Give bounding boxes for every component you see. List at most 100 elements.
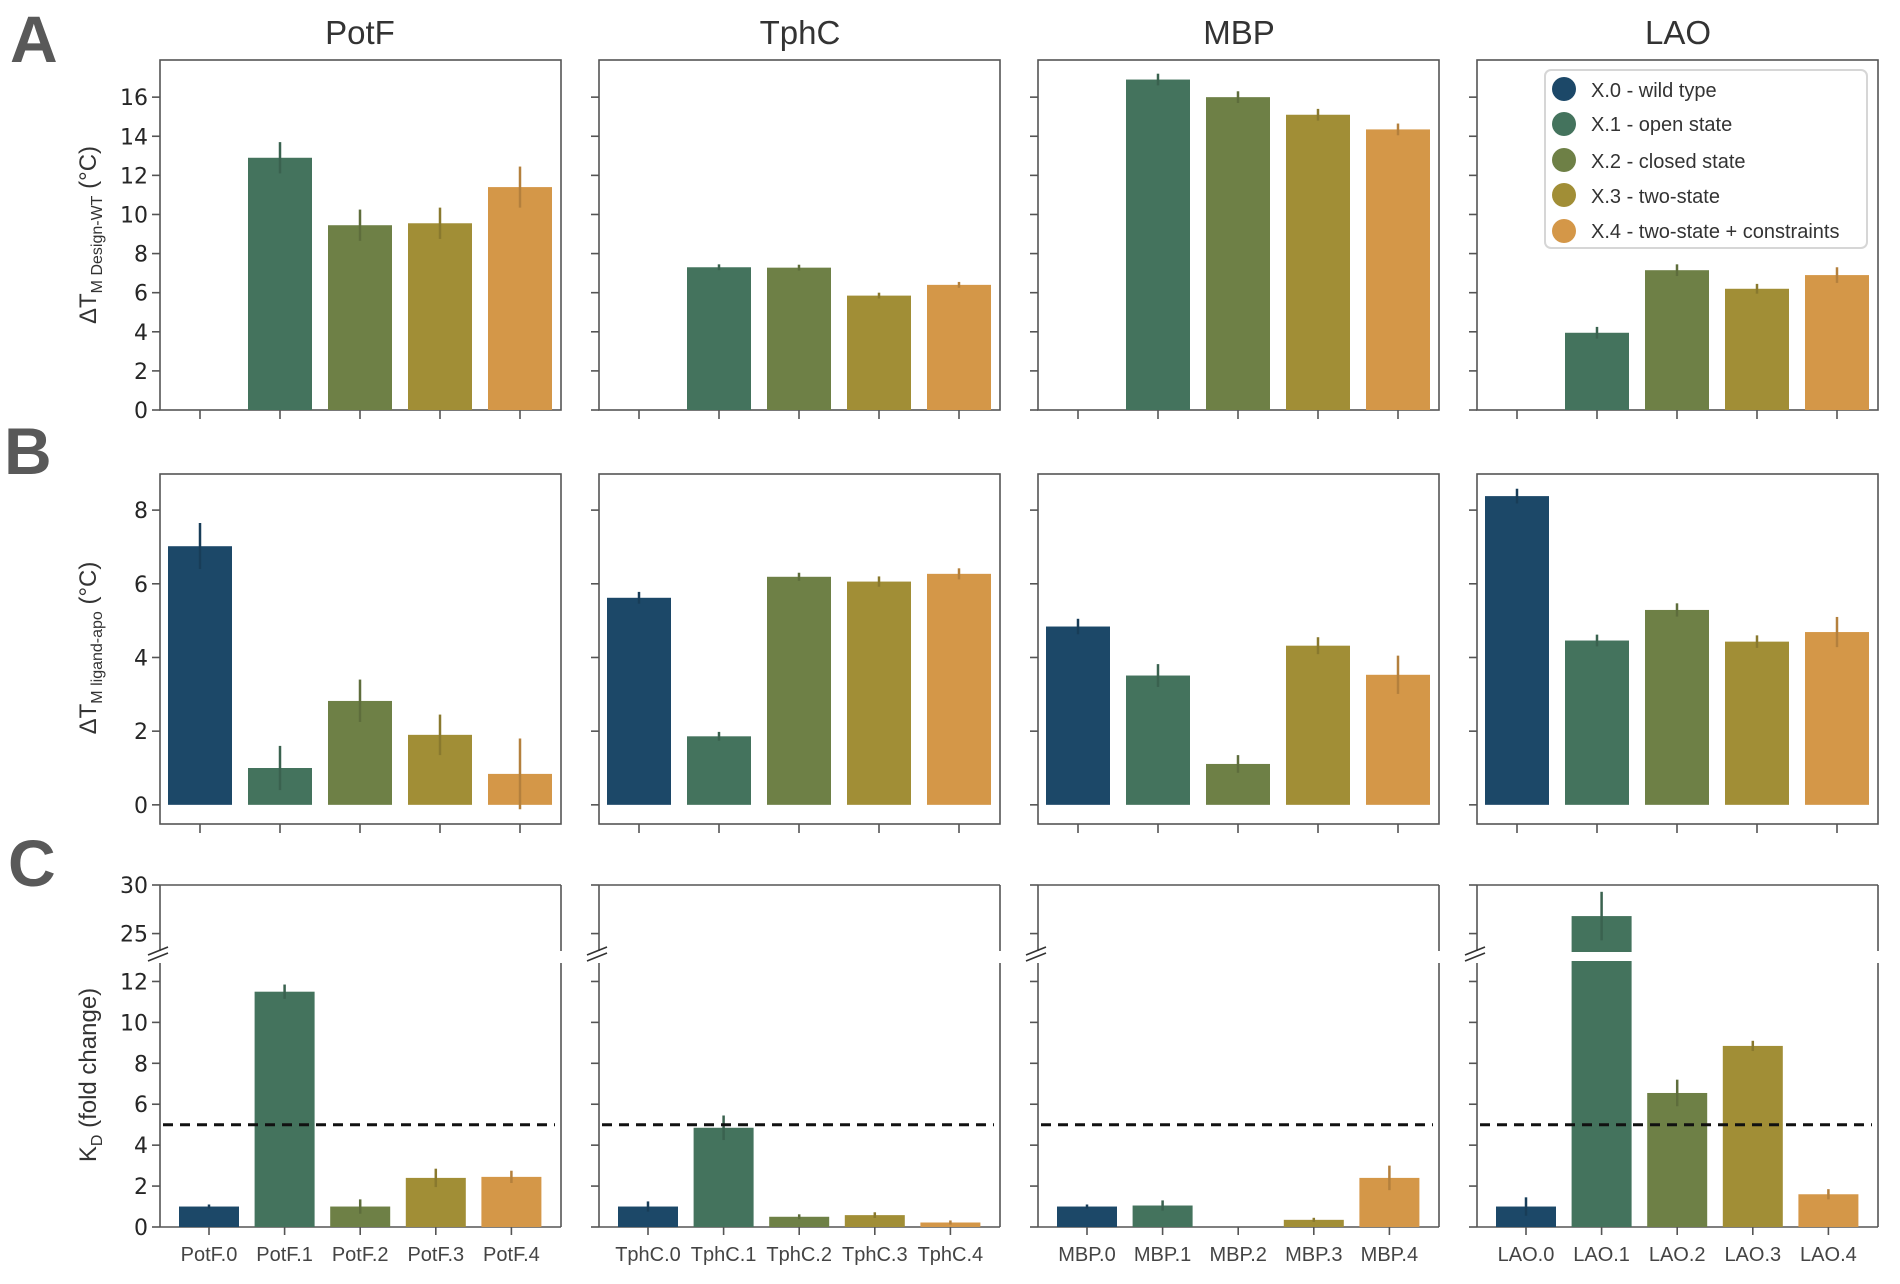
- panel-letter-b: B: [4, 414, 52, 488]
- y-axis-label-a-main: ΔT: [75, 293, 102, 324]
- axis-break-mark: [1025, 946, 1047, 956]
- x-tick-label: LAO.4: [1800, 1244, 1857, 1266]
- x-tick-label: LAO.3: [1724, 1244, 1781, 1266]
- y-tick-label: 12: [120, 164, 148, 189]
- x-tick-label: PotF.2: [332, 1244, 389, 1266]
- legend-label: X.0 - wild type: [1591, 80, 1717, 102]
- subplot-b-mbp: [1030, 473, 1440, 833]
- bar-tphc-1: [693, 1127, 754, 1227]
- subplot-c-mbp: MBP.0 MBP.1 MBP.2 MBP.3 MBP.4: [1025, 884, 1440, 1266]
- x-tick-label: MBP.2: [1209, 1244, 1266, 1266]
- bar-lao-4: [1798, 1194, 1859, 1227]
- y-axis-label-c: KD (fold change): [75, 988, 106, 1162]
- subplot-c-tphc: TphC.0 TphC.1 TphC.2 TphC.3 TphC.4: [586, 884, 1001, 1266]
- y-tick-label: 30: [120, 874, 148, 899]
- bar-mbp-4: [1366, 674, 1430, 805]
- x-tick-label: TphC.1: [691, 1244, 757, 1266]
- x-tick-label: PotF.3: [407, 1244, 464, 1266]
- bar-lao-0: [1485, 496, 1549, 805]
- bar-lao-0: [1496, 1206, 1556, 1227]
- y-tick-label: 6: [134, 282, 148, 307]
- y-tick-label: 10: [120, 1011, 148, 1036]
- subplot-c-lao: LAO.0 LAO.1 LAO.2 LAO.3 LAO.4: [1464, 884, 1879, 1266]
- bar-lao-3: [1722, 1045, 1783, 1227]
- bar-mbp-1: [1132, 1205, 1193, 1227]
- bar-mbp-3: [1283, 1219, 1344, 1227]
- column-title-mbp: MBP: [1203, 14, 1275, 51]
- bar-lao-2: [1645, 609, 1709, 805]
- bar-lao-1: [1565, 332, 1629, 410]
- y-axis-label-a-sub: M Design-WT: [89, 195, 106, 293]
- bar-tphc-0: [607, 597, 671, 805]
- y-tick-label: 8: [134, 1052, 148, 1077]
- bar-tphc-3: [847, 295, 911, 410]
- legend-label: X.1 - open state: [1591, 114, 1732, 136]
- legend: X.0 - wild type X.1 - open state X.2 - c…: [1544, 69, 1868, 249]
- legend-entry: X.2 - closed state: [1552, 148, 1746, 173]
- y-tick-label: 12: [120, 970, 148, 995]
- column-title-lao: LAO: [1645, 14, 1711, 51]
- x-tick-label: PotF.4: [483, 1244, 540, 1266]
- y-tick-label: 0: [134, 399, 148, 424]
- bar-mbp-3: [1286, 114, 1350, 411]
- x-tick-label: TphC.0: [615, 1244, 681, 1266]
- y-axis-label-a-unit: (°C): [75, 146, 102, 196]
- y-tick-label: 8: [134, 499, 148, 524]
- bar-lao-4: [1805, 632, 1869, 805]
- legend-entry: X.0 - wild type: [1552, 77, 1717, 102]
- x-tick-label: MBP.0: [1058, 1244, 1115, 1266]
- x-tick-label: TphC.3: [842, 1244, 908, 1266]
- x-tick-label: LAO.2: [1649, 1244, 1706, 1266]
- bar-potf-3: [408, 223, 472, 410]
- column-title-tphc: TphC: [760, 14, 841, 51]
- axis-break-mark: [586, 946, 608, 956]
- bar-lao-4: [1805, 275, 1869, 410]
- axis-break-mark: [1464, 952, 1486, 962]
- subplot-b-tphc: [591, 473, 1001, 833]
- column-title-potf: PotF: [325, 14, 395, 51]
- subplot-b-lao: [1469, 473, 1879, 833]
- panel-letter-a: A: [10, 2, 58, 76]
- y-axis-label-c-main: K: [75, 1146, 102, 1162]
- legend-swatch-x4: [1552, 219, 1576, 243]
- y-axis-label-a: ΔTM Design-WT (°C): [75, 146, 106, 324]
- y-tick-label: 16: [120, 86, 148, 111]
- legend-label: X.2 - closed state: [1591, 151, 1746, 173]
- bar-tphc-3: [844, 1215, 905, 1227]
- y-tick-label: 8: [134, 243, 148, 268]
- legend-swatch-x1: [1552, 112, 1576, 136]
- bar-potf-2: [330, 1206, 391, 1227]
- legend-entry: X.3 - two-state: [1552, 183, 1720, 208]
- x-tick-label: PotF.0: [181, 1244, 238, 1266]
- bar-potf-0: [179, 1206, 239, 1227]
- y-axis-label-b-main: ΔT: [75, 703, 102, 734]
- y-axis-label-b: ΔTM ligand-apo (°C): [75, 562, 106, 735]
- subplot-c-potf: 25 30 0 2 4 6 8 10 12 PotF.0 PotF.1 PotF.2 PotF.3 Pot…: [120, 874, 562, 1266]
- subplot-a-lao: [1469, 59, 1879, 419]
- bar-tphc-4: [927, 573, 991, 805]
- bar-potf-0: [168, 546, 232, 805]
- panel-letter-c: C: [8, 826, 56, 900]
- x-tick-label: PotF.1: [256, 1244, 313, 1266]
- bar-tphc-4: [927, 284, 991, 410]
- subplot-a-tphc: [591, 59, 1001, 419]
- axis-break-mark: [1025, 952, 1047, 962]
- bar-tphc-2: [769, 1216, 830, 1227]
- bar-lao-1-lower: [1571, 961, 1632, 1227]
- subplot-a-potf: 0 2 4 6 8 10 12 14 16: [120, 59, 562, 424]
- axis-break-mark: [1464, 946, 1486, 956]
- legend-swatch-x2: [1552, 148, 1576, 172]
- y-tick-label: 6: [134, 1093, 148, 1118]
- bar-tphc-1: [687, 267, 751, 410]
- x-tick-label: MBP.3: [1285, 1244, 1342, 1266]
- y-tick-label: 4: [134, 321, 148, 346]
- y-axis-label-c-unit: (fold change): [75, 988, 102, 1135]
- bar-lao-1: [1565, 640, 1629, 805]
- bar-mbp-1: [1126, 79, 1190, 410]
- subplot-b-potf: 0 2 4 6 8: [134, 473, 562, 833]
- bar-tphc-1: [687, 736, 751, 805]
- bar-mbp-4: [1366, 129, 1430, 411]
- x-tick-label: TphC.2: [766, 1244, 832, 1266]
- bar-tphc-0: [618, 1206, 678, 1227]
